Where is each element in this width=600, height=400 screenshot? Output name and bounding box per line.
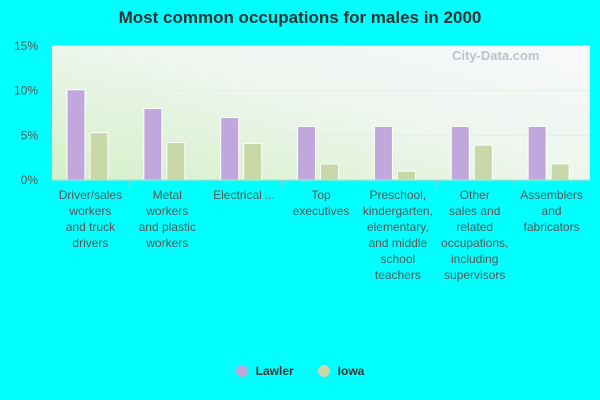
x-category-label-line: sales and: [449, 204, 500, 218]
x-category-label: Top executives: [293, 188, 350, 218]
y-tick-label: 10%: [14, 84, 38, 98]
y-tick-label: 5%: [21, 128, 39, 142]
bar-lawler: [373, 125, 393, 181]
bar-iowa: [550, 163, 570, 181]
x-category-label-line: drivers: [72, 236, 108, 250]
bar-lawler: [297, 125, 317, 181]
x-category-label-line: occupations,: [441, 236, 508, 250]
bar-iowa: [243, 142, 263, 181]
x-category-label-line: Driver/sales: [59, 188, 122, 202]
legend-label-iowa: Iowa: [337, 364, 365, 378]
bar-lawler: [220, 116, 240, 181]
bar-iowa: [396, 170, 416, 181]
x-category-label-line: school: [381, 252, 416, 266]
x-category-label-line: fabricators: [524, 220, 580, 234]
legend-item-iowa: Iowa: [317, 364, 365, 378]
bar-iowa: [89, 132, 109, 181]
x-category-label-line: Preschool,: [370, 188, 427, 202]
x-category-label-line: Assemblers: [520, 188, 583, 202]
x-category-label-line: Metal: [153, 188, 182, 202]
chart-legend: Lawler Iowa: [0, 364, 600, 378]
bar-lawler: [527, 125, 547, 181]
bar-iowa: [473, 144, 493, 181]
legend-swatch-lawler: [235, 365, 248, 377]
bar-iowa: [166, 141, 186, 181]
legend-swatch-iowa: [317, 365, 330, 377]
x-category-label-line: kindergarten,: [363, 204, 433, 218]
watermark-text: City-Data.com: [452, 48, 540, 63]
x-category-label: Electrical ...: [213, 188, 275, 202]
x-category-label-line: elementary,: [367, 220, 429, 234]
x-category-label-line: including: [451, 252, 498, 266]
legend-item-lawler: Lawler: [235, 364, 294, 378]
plot-background: [52, 46, 590, 180]
x-category-label-line: and plastic: [139, 220, 196, 234]
x-category-label-line: Electrical ...: [213, 188, 275, 202]
x-category-label-line: Other: [460, 188, 490, 202]
bar-lawler: [66, 89, 86, 181]
x-category-label-line: and truck: [66, 220, 116, 234]
bar-lawler: [143, 108, 163, 181]
x-category-label-line: workers: [68, 204, 111, 218]
bar-iowa: [320, 163, 340, 181]
x-category-label-line: workers: [145, 236, 188, 250]
x-category-label: Driver/sales workers and truck drivers: [59, 188, 122, 250]
chart-title: Most common occupations for males in 200…: [118, 8, 482, 27]
legend-label-lawler: Lawler: [255, 364, 294, 378]
x-category-label: Preschool, kindergarten, elementary, and mi…: [363, 188, 433, 282]
x-category-label: Metal workers and plastic workers: [139, 188, 196, 250]
x-category-label-line: and: [542, 204, 562, 218]
bar-lawler: [450, 125, 470, 181]
y-tick-label: 0%: [21, 173, 39, 187]
x-category-label-line: related: [456, 220, 493, 234]
x-category-label-line: and middle: [368, 236, 427, 250]
x-category-label-line: teachers: [375, 268, 421, 282]
x-category-label-line: workers: [145, 204, 188, 218]
x-category-label: Other sales and related occupations, includi…: [441, 188, 508, 282]
x-category-label: Assemblers and fabricators: [520, 188, 583, 234]
x-category-label-line: Top: [311, 188, 331, 202]
x-category-label-line: executives: [293, 204, 350, 218]
x-category-label-line: supervisors: [444, 268, 505, 282]
y-tick-label: 15%: [14, 39, 38, 53]
